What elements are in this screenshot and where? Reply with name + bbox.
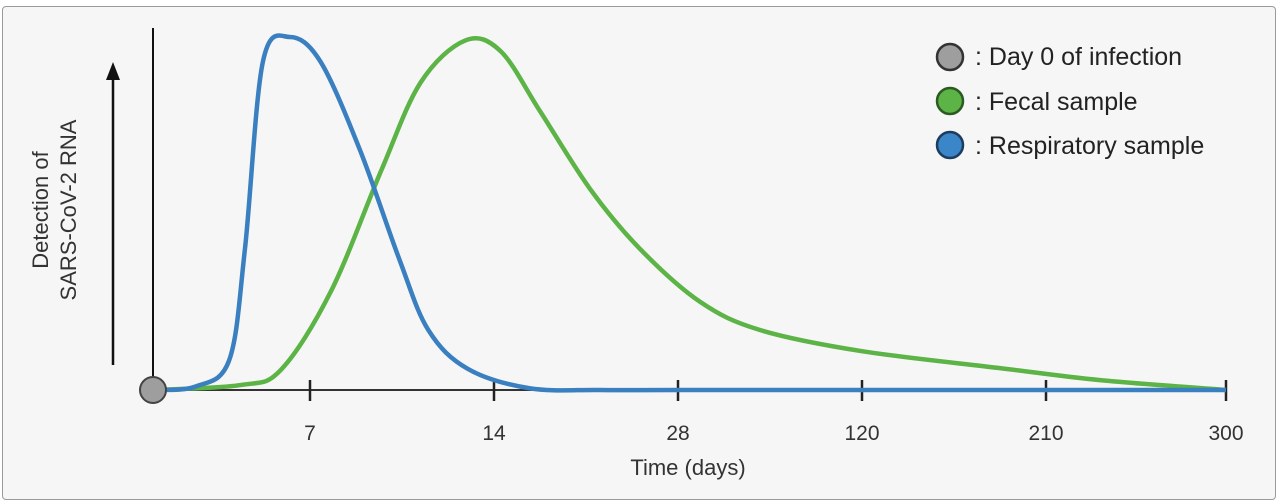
- respiratory-sample-line: [152, 33, 1226, 393]
- y-axis-label-line2: SARS-CoV-2 RNA: [56, 119, 81, 300]
- day0-marker: [139, 376, 167, 404]
- legend-marker-gray-circle-icon: [935, 42, 965, 72]
- legend: : Day 0 of infection : Fecal sample : Re…: [935, 42, 1204, 160]
- x-tick-label: 7: [304, 422, 316, 445]
- x-tick-label: 300: [1208, 422, 1243, 445]
- x-tick-label: 210: [1028, 422, 1063, 445]
- x-tick-label: 28: [666, 422, 689, 445]
- legend-item-respiratory: : Respiratory sample: [935, 130, 1204, 160]
- series-lines: [152, 33, 1227, 393]
- fecal-sample-line: [152, 36, 1227, 393]
- y-arrow-head-icon: [106, 62, 120, 80]
- legend-item-fecal: : Fecal sample: [935, 86, 1138, 116]
- legend-label: : Day 0 of infection: [975, 43, 1182, 71]
- legend-item-day0: : Day 0 of infection: [935, 42, 1182, 72]
- axes: Detection of SARS-CoV-2 RNA Time (days): [28, 28, 1226, 480]
- x-tick-label: 120: [844, 422, 879, 445]
- legend-label: : Respiratory sample: [975, 132, 1204, 160]
- legend-marker-green-circle-icon: [935, 86, 965, 116]
- chart-frame: [2, 6, 1276, 500]
- x-tick-label: 14: [482, 422, 506, 445]
- legend-label: : Fecal sample: [975, 88, 1138, 116]
- y-axis-label-line1: Detection of: [28, 150, 53, 268]
- legend-marker-blue-circle-icon: [935, 130, 965, 160]
- x-axis-label: Time (days): [630, 455, 745, 480]
